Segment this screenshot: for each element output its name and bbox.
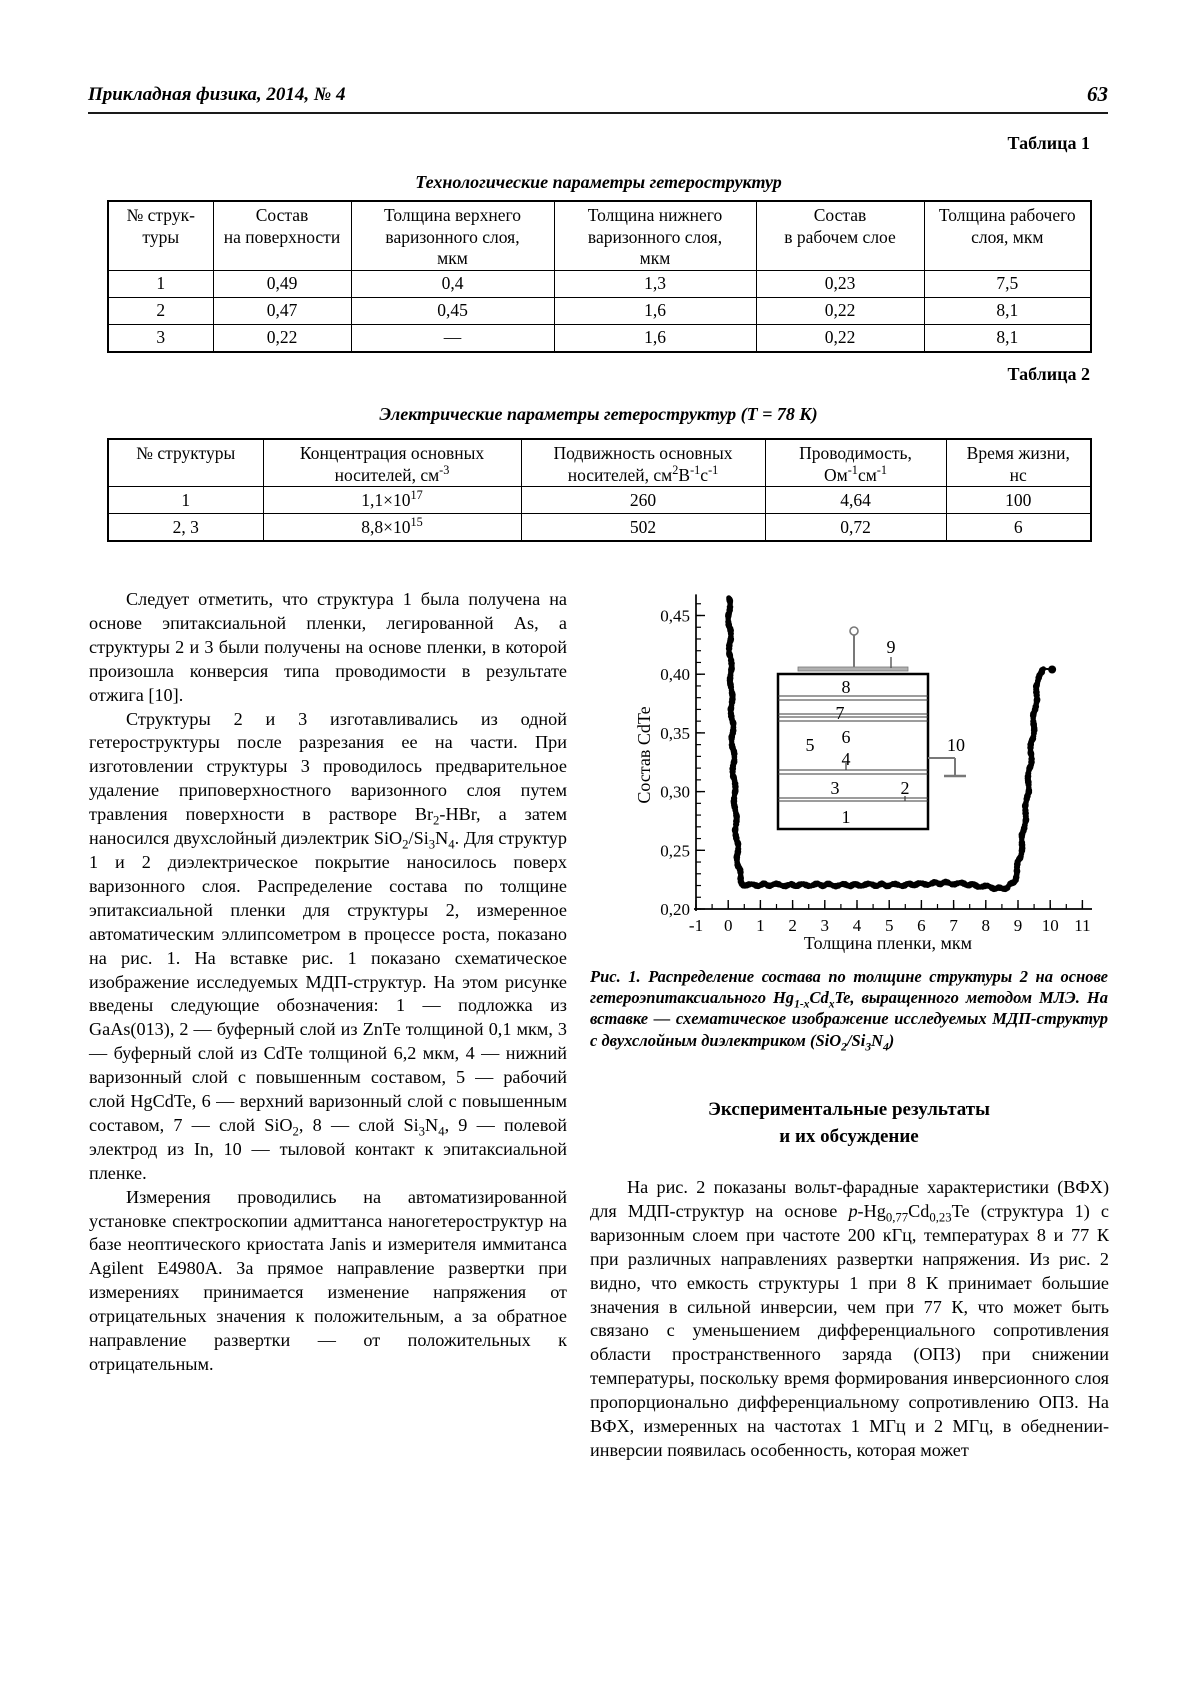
table-cell: 8,8×1015 — [262, 513, 522, 542]
table-cell: 0,45 — [350, 296, 555, 325]
table-cell: 4,64 — [764, 486, 947, 514]
column-header: Концентрация основных носителей, см-3 — [262, 438, 522, 487]
column-header: Проводимость, Ом-1см-1 — [764, 438, 947, 487]
table-1: № струк-туры Состав на поверхности Толщина … — [107, 200, 1092, 353]
table-cell: 3 — [107, 323, 214, 352]
table-cell: 0,49 — [212, 269, 352, 298]
column-header: Толщина верхнего варизонного слоя, мкм — [350, 200, 555, 271]
journal-header: Прикладная физика, 2014, № 4 — [88, 84, 346, 105]
table-cell: 1,6 — [553, 296, 757, 325]
column-header: Подвижность основных носителей, см2В-1с-1 — [520, 438, 766, 487]
x-tick-label: 2 — [788, 916, 797, 935]
section-heading: Экспериментальные результаты и их обсужд… — [590, 1096, 1108, 1150]
inset-layer-label-3: 3 — [831, 778, 840, 798]
paragraph: На рис. 2 показаны вольт-фарадные характ… — [590, 1177, 1109, 1460]
table-cell: 502 — [520, 513, 766, 542]
section-heading-line2: и их обсуждение — [779, 1126, 919, 1147]
paragraph: Измерения проводились на автоматизирован… — [89, 1186, 567, 1374]
inset-layer-label-6: 6 — [842, 727, 851, 747]
data-series-dots — [725, 595, 1057, 893]
column-header: № струк-туры — [107, 200, 214, 271]
figure-1-chart: -1 0 1 2 3 4 5 6 7 8 9 10 11 0,20 0,25 0,30 0,35 0,40 0,45… — [588, 553, 1110, 953]
table2-label: Таблица 2 — [1007, 364, 1090, 384]
column-header: Состав в рабочем слое — [755, 200, 925, 271]
x-tick-label: 6 — [917, 916, 926, 935]
inset-layer-label-5: 5 — [806, 735, 815, 755]
x-tick-label: 5 — [885, 916, 894, 935]
inset-layer-label-2: 2 — [901, 778, 910, 798]
table-row: 1 0,49 0,4 1,3 0,23 7,5 — [107, 269, 1092, 298]
table-cell: 7,5 — [923, 269, 1092, 298]
y-tick-label: 0,40 — [660, 665, 690, 684]
x-tick-label: 1 — [756, 916, 765, 935]
paragraph: Следует отметить, что структура 1 была п… — [89, 589, 567, 705]
table-row: 3 0,22—1,6 0,22 8,1 — [107, 323, 1092, 352]
table-cell: 260 — [520, 486, 766, 514]
y-tick-label: 0,45 — [660, 607, 690, 626]
table-cell: 0,4 — [350, 269, 555, 298]
inset-layer-label-9: 9 — [887, 637, 896, 657]
y-tick-label: 0,35 — [660, 724, 690, 743]
column-header: № структуры — [107, 438, 264, 487]
inset-layer-label-4: 4 — [842, 749, 851, 769]
inset-layer-label-1: 1 — [842, 807, 851, 827]
x-tick-label: 3 — [821, 916, 830, 935]
table-row: 2, 3 8,8×1015 502 0,72 6 — [107, 513, 1092, 542]
table-cell: — — [350, 323, 555, 352]
y-tick-label: 0,25 — [660, 841, 690, 860]
table-cell: 0,47 — [212, 296, 352, 325]
figure-inset-schematic: 1 2 34 5 6 7 8 9 10 — [776, 626, 966, 831]
table-row: 2 0,47 0,45 1,6 0,22 8,1 — [107, 296, 1092, 325]
x-axis-label: Толщина пленки, мкм — [804, 933, 972, 953]
x-tick-label: 8 — [982, 916, 991, 935]
x-tick-label: -1 — [689, 916, 703, 935]
column-header: Толщина нижнего варизонного слоя, мкм — [553, 200, 757, 271]
table-row: 1 1,1×1017 260 4,64 100 — [107, 486, 1092, 514]
x-tick-label: 7 — [949, 916, 958, 935]
inset-layer-label-10: 10 — [947, 735, 965, 755]
inset-layer-label-8: 8 — [842, 677, 851, 697]
table-cell: 0,22 — [212, 323, 352, 352]
table-cell: 100 — [945, 486, 1092, 514]
table-cell: 1,6 — [553, 323, 757, 352]
table-cell: 1 — [107, 269, 214, 298]
x-tick-label: 11 — [1074, 916, 1090, 935]
x-tick-label: 10 — [1042, 916, 1059, 935]
column-header: Толщина рабочего слоя, мкм — [923, 200, 1092, 271]
inset-layer-label-7: 7 — [836, 703, 845, 723]
table-cell: 8,1 — [923, 323, 1092, 352]
table-2: № структуры Концентрация основных носителе… — [107, 438, 1092, 542]
table2-title: Электрические параметры гетероструктур (… — [379, 404, 818, 424]
table-cell: 8,1 — [923, 296, 1092, 325]
table1-title: Технологические параметры гетероструктур — [415, 172, 782, 192]
table-cell: 1 — [107, 486, 264, 514]
paragraph: Структуры 2 и 3 изготавливались из одной… — [89, 708, 568, 1183]
x-tick-label: 0 — [724, 916, 733, 935]
left-text-column: Следует отметить, что структура 1 была п… — [89, 588, 567, 1377]
table-cell: 6 — [945, 513, 1092, 542]
section-heading-line1: Экспериментальные результаты — [708, 1099, 990, 1120]
table-cell: 2 — [107, 296, 214, 325]
y-tick-label: 0,20 — [660, 900, 690, 919]
table-cell: 0,23 — [755, 269, 925, 298]
x-tick-label: 4 — [853, 916, 862, 935]
x-tick-label: 9 — [1014, 916, 1023, 935]
figure-1-caption: Рис. 1. Распределение состава по толщине… — [590, 967, 1108, 1053]
table-cell: 0,72 — [764, 513, 947, 542]
y-tick-label: 0,30 — [660, 783, 690, 802]
right-text-column: На рис. 2 показаны вольт-фарадные характ… — [590, 1176, 1109, 1463]
composition-profile-plot: -1 0 1 2 3 4 5 6 7 8 9 10 110,200,250,300,350,400,45… — [634, 594, 1092, 953]
header-rule — [88, 112, 1108, 115]
column-header: Состав на поверхности — [212, 200, 352, 271]
column-header: Время жизни, нс — [945, 438, 1092, 487]
page-number: 63 — [1087, 82, 1108, 106]
table-cell: 1,3 — [553, 269, 757, 298]
table-cell: 1,1×1017 — [262, 486, 522, 514]
y-axis-label: Состав CdTe — [634, 706, 654, 803]
table-cell: 0,22 — [755, 296, 925, 325]
table1-label: Таблица 1 — [1007, 133, 1090, 153]
table-cell: 2, 3 — [107, 513, 264, 542]
table-cell: 0,22 — [755, 323, 925, 352]
